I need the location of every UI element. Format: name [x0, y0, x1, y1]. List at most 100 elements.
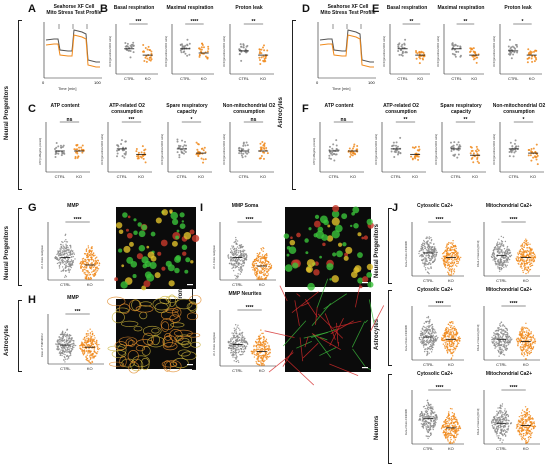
plot-g-14-point — [61, 270, 64, 272]
plot-j-18-point — [454, 245, 457, 248]
plot-h-15-point — [91, 344, 93, 346]
plot-j-18-point — [421, 259, 424, 261]
plot-b-0-point — [148, 56, 151, 59]
plot-b-2-point — [264, 55, 267, 58]
plot-g-14-point — [60, 246, 63, 248]
plot-g-14-point — [92, 259, 95, 261]
plot-j-18-point — [452, 259, 454, 262]
plot-j-22-point — [427, 402, 429, 404]
plot-j-21-point — [498, 342, 500, 344]
plot-b-2-point — [246, 44, 249, 47]
plot-h-15-point — [94, 337, 96, 339]
plot-e-8-point — [455, 50, 458, 53]
plot-i-16-point — [239, 246, 242, 249]
plot-j-21-points-ctrl — [491, 321, 513, 357]
plot-i-17-point — [236, 346, 238, 348]
plot-e-9-point — [513, 51, 516, 54]
plot-i-17-point — [258, 364, 260, 366]
plot-g-14-point — [57, 250, 59, 252]
plot-j-21-point — [522, 328, 524, 330]
plot-i-16-point — [233, 250, 236, 252]
plot-j-20-point — [444, 329, 446, 332]
plot-j-21-point — [516, 339, 518, 341]
plot-j-22-point — [420, 423, 423, 425]
plot-h-15-point — [92, 332, 94, 334]
plot-j-18-point — [427, 267, 429, 269]
plot-b-1-point — [207, 45, 210, 48]
plot-c-4-point — [140, 151, 143, 154]
plot-j-20-point — [448, 332, 451, 334]
plot-e-7-point — [397, 46, 400, 49]
plot-h-15-point — [86, 359, 88, 361]
plot-j-20-point — [426, 341, 428, 343]
plot-j-20-point — [447, 333, 449, 335]
plot-g-14-point — [96, 256, 98, 258]
plot-j-18-point — [426, 246, 429, 249]
plot-j-19-point — [507, 258, 509, 260]
plot-i-16-point — [232, 253, 235, 255]
plot-f-11-point — [417, 149, 420, 152]
plot-j-18-point — [422, 244, 425, 247]
plot-b-1-points-ctrl — [179, 38, 191, 57]
plot-f-13-ylabel: OCR [pmol/min/1000 cells] — [492, 134, 496, 165]
plot-g-14-point — [62, 260, 64, 262]
plot-j-22-point — [454, 430, 457, 432]
plot-j-21-point — [525, 348, 527, 351]
plot-i-17-point — [236, 338, 239, 340]
plot-i-17-point — [266, 342, 269, 344]
plot-j-19-point — [531, 260, 533, 262]
plot-j-18-xtick-1: KO — [448, 278, 454, 283]
plot-i-16-point — [251, 266, 253, 269]
plot-g-14-point — [58, 254, 60, 257]
plot-j-20-point — [452, 321, 454, 323]
plot-h-15-point — [72, 347, 74, 349]
plot-i-16-point — [261, 269, 264, 271]
plot-j-23-point — [496, 410, 498, 413]
plot-h-15-point — [69, 354, 72, 356]
plot-j-21-xtick-0: CTRL — [496, 362, 507, 367]
plot-j-18-point — [424, 247, 426, 250]
plot-j-21-point — [505, 335, 507, 338]
plot-g-14-point — [93, 265, 96, 267]
plot-j-19-point — [520, 253, 522, 255]
row-label-np-bottom: Neural Progenitors — [4, 225, 10, 280]
plot-j-21-point — [493, 338, 495, 340]
plot-j-21-point — [491, 341, 494, 344]
plot-i-17-point — [257, 338, 260, 340]
plot-h-15-point — [57, 339, 59, 341]
plot-i-16-point — [243, 261, 246, 264]
plot-g-14-point — [70, 259, 73, 261]
plot-g-14-point — [68, 251, 71, 254]
plot-j-19-point — [497, 265, 499, 267]
plot-j-20-point — [432, 329, 434, 331]
plot-j-18-point — [431, 249, 433, 251]
plot-h-15-point — [92, 353, 94, 355]
plot-c-6-point — [266, 152, 269, 155]
plot-j-22-point — [440, 427, 443, 430]
plot-c-5-ylabel: OCR [pmol/min/1000 cells] — [160, 134, 164, 165]
plot-h-15-point — [92, 357, 94, 359]
plot-j-22-point — [444, 423, 446, 426]
plot-j-20-point — [425, 348, 427, 350]
plot-f-12: OCR [pmol/min/1000 cells]CTRL KO** — [434, 117, 486, 179]
plot-j-20-point — [449, 350, 451, 353]
plot-j-18-point — [424, 257, 427, 259]
plot-j-18-point — [446, 271, 449, 273]
plot-j-20-point — [442, 334, 444, 336]
plot-g-14-ylabel: JC-1 Ratio red/green — [40, 244, 44, 269]
plot-i-16-point — [242, 264, 245, 267]
plot-b-1-point — [181, 46, 184, 49]
plot-i-16-point — [235, 243, 237, 245]
plot-j-18-point — [456, 262, 458, 265]
plot-j-21-point — [499, 331, 502, 334]
plot-i-17-point — [266, 351, 268, 353]
plot-e-8-point — [454, 55, 457, 58]
plot-j-19-point — [492, 252, 494, 254]
plot-g-14-point — [62, 268, 65, 270]
plot-j-21-point — [530, 351, 532, 354]
plot-j-22-point — [447, 422, 449, 424]
plot-f-10-xtick-0: CTRL — [329, 174, 340, 179]
plot-f-13-points-ko — [527, 143, 539, 166]
plot-j-21-point — [521, 326, 523, 328]
plot-j-22-point — [426, 399, 428, 402]
